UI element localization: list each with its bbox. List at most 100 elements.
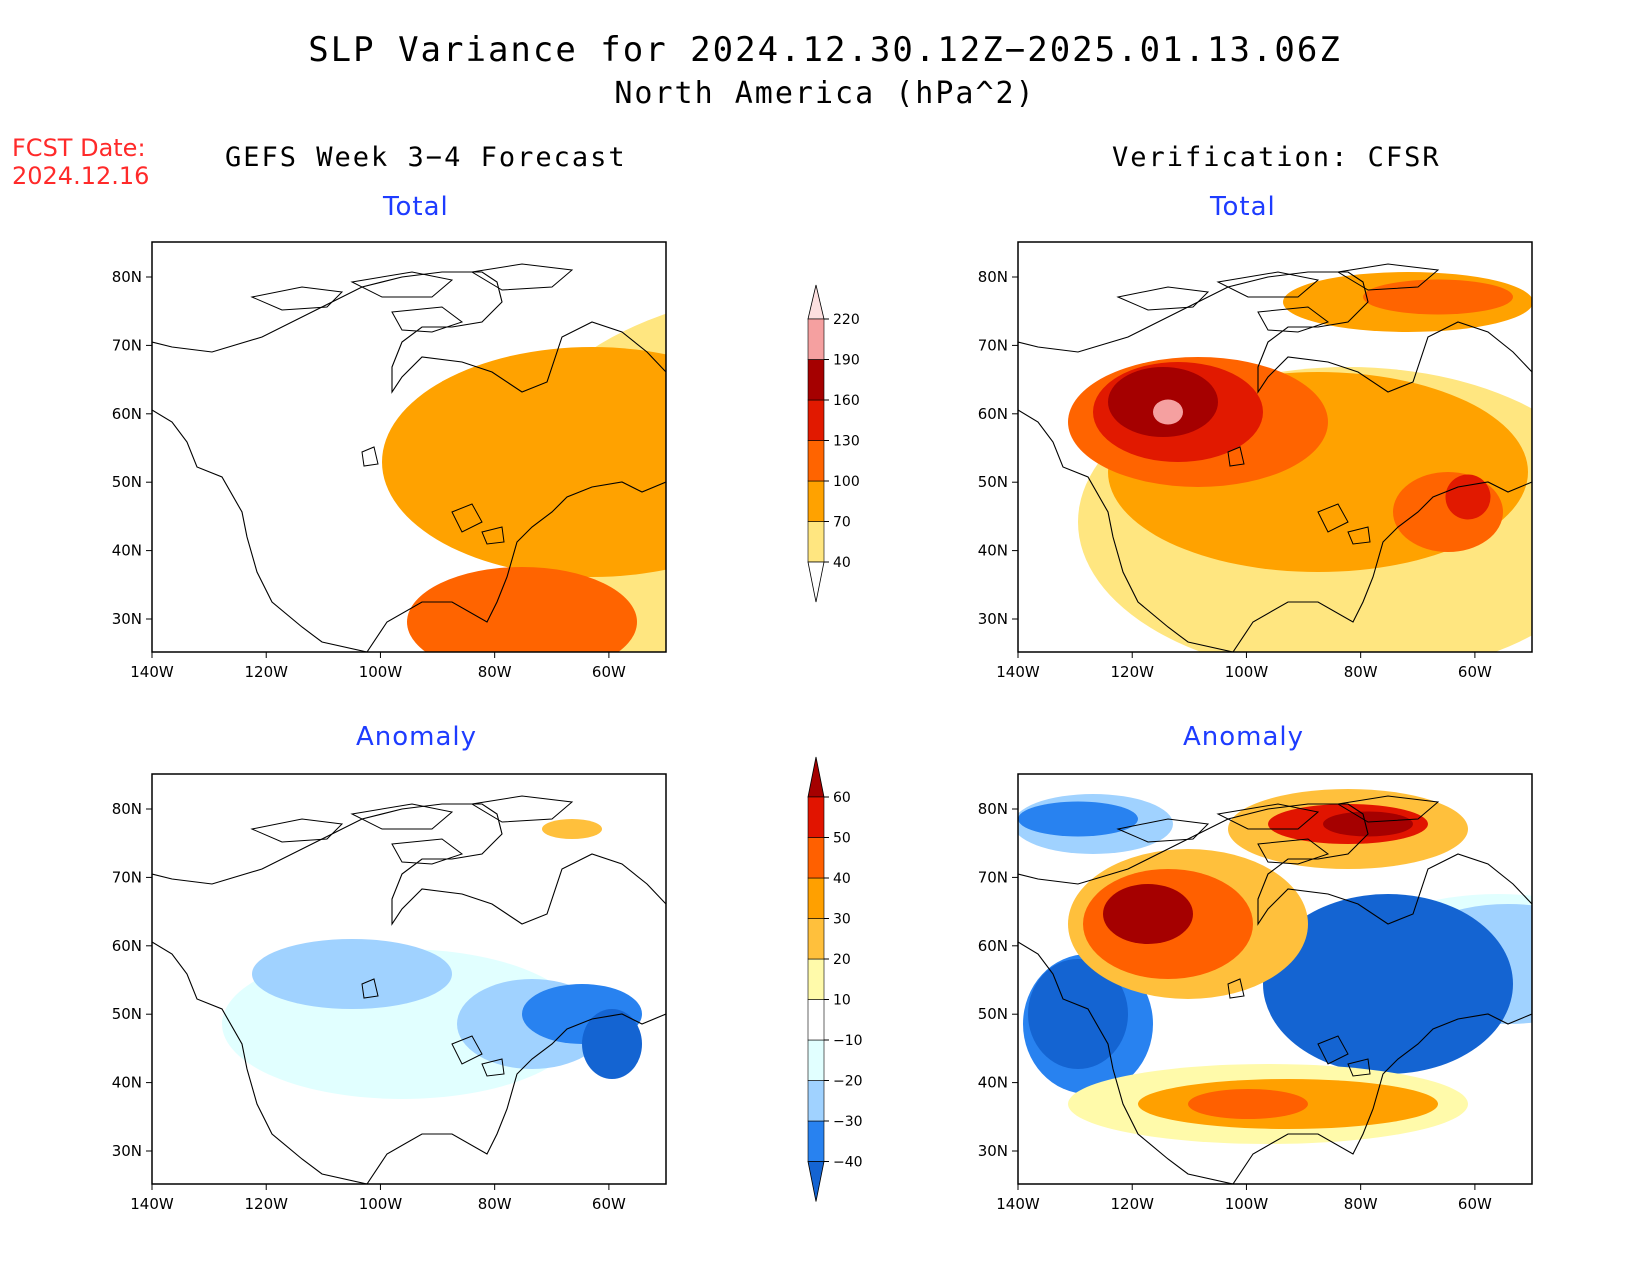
main-subtitle: North America (hPa^2) [614,76,1036,111]
colorbar-label: 70 [833,515,851,531]
coastline-island [451,1035,483,1065]
coastline-island [391,838,464,865]
coastline-island [361,978,379,999]
colorbar-segment [807,1039,825,1081]
coastline-island [470,263,574,291]
lon-tick-label: 120W [244,1195,288,1213]
coastline-island [1116,286,1210,311]
verification-total-label: Total [1210,192,1276,222]
colorbar-tip [807,284,825,320]
contour-fill [747,645,782,700]
coastline [1018,803,1532,1184]
lat-tick-label: 40N [112,542,142,560]
colorbar-segment [807,521,825,563]
lon-tick-label: 120W [1110,1195,1154,1213]
lat-tick-label: 40N [978,542,1008,560]
coastline-island [1336,263,1440,291]
fcst-date-label: FCST Date: [12,134,146,162]
lat-tick-label: 70N [112,868,142,886]
contour-fill [1363,279,1513,315]
contour-fill [1393,472,1503,552]
colorbar-label: 40 [833,871,851,887]
colorbar-label: 60 [833,790,851,806]
colorbar-label: 190 [833,353,860,369]
colorbar-label: 100 [833,474,860,490]
contour-fill [700,527,785,717]
lat-tick-label: 30N [112,1142,142,1160]
coastline-island [1227,978,1245,999]
lat-tick-label: 40N [112,1074,142,1092]
contour-fill [667,472,797,732]
lon-tick-label: 80W [478,663,512,681]
forecast-anomaly-map: 140W 120W 100W 80W 60W 80N 70N 60N 50N 40N 30N [112,773,667,1213]
lat-tick-label: 80N [978,800,1008,818]
lon-tick-label: 80W [478,1195,512,1213]
lon-tick-label: 140W [996,1195,1040,1213]
lat-tick-label: 80N [112,800,142,818]
lon-tick-label: 60W [1458,1195,1492,1213]
lon-tick-label: 120W [1110,663,1154,681]
contour-fill [582,1009,642,1079]
lat-tick-label: 30N [978,610,1008,628]
verification-total-map: 140W 120W 100W 80W 60W 80N 70N 60N 50N 40N 30N [978,241,1533,681]
coastline-island [470,795,574,823]
contour-fill [1263,894,1513,1074]
lat-tick-label: 50N [978,473,1008,491]
colorbar-label: 10 [833,993,851,1009]
colorbar-segment [807,480,825,522]
coastline-island [1227,446,1245,467]
coastline-island [361,446,379,467]
lon-tick-label: 60W [1458,663,1492,681]
colorbar-label: 30 [833,912,851,928]
lon-tick-label: 80W [1344,1195,1378,1213]
contour-fill [407,567,637,652]
lat-tick-label: 50N [112,1005,142,1023]
lat-tick-label: 40N [978,1074,1008,1092]
contour-fill [252,939,452,1009]
coastline-island [481,1058,505,1077]
colorbar-tip [807,1161,825,1202]
lon-tick-label: 100W [1225,663,1269,681]
colorbar-label: 50 [833,831,851,847]
total-colorbar: 40 70 100 130 160 190 220 [807,284,860,603]
forecast-anomaly-label: Anomaly [356,722,478,752]
coastline-island [1216,803,1320,830]
contour-fill [1153,399,1183,425]
lon-tick-label: 100W [1225,1195,1269,1213]
lat-tick-label: 60N [112,937,142,955]
map-frame [151,241,667,653]
lon-tick-label: 100W [359,1195,403,1213]
forecast-total-map: 140W 120W 100W 80W 60W 80N 70N 60N 50N 40N 30N [112,241,667,681]
coastline-island [1336,795,1440,823]
colorbar-label: −40 [833,1155,863,1171]
anomaly-colorbar: −40 −30 −20 −10 10 20 30 40 50 60 [807,756,863,1202]
lon-tick-label: 60W [592,663,626,681]
coastline-island [1347,1058,1371,1077]
lat-tick-label: 80N [978,268,1008,286]
coastline-island [391,306,464,333]
contour-fill [740,527,780,647]
coastline-island [481,526,505,545]
lon-tick-label: 60W [592,1195,626,1213]
colorbar-tip [807,756,825,798]
lat-tick-label: 60N [978,405,1008,423]
colorbar-label: −30 [833,1114,863,1130]
lat-tick-label: 30N [112,610,142,628]
lat-tick-label: 30N [978,1142,1008,1160]
lon-tick-label: 140W [996,663,1040,681]
main-title: SLP Variance for 2024.12.30.12Z−2025.01.… [308,30,1342,70]
verification-column-title: Verification: CFSR [1112,142,1441,173]
colorbar-segment [807,399,825,441]
colorbar-segment [807,796,825,838]
lat-tick-label: 80N [112,268,142,286]
colorbar-segment [807,440,825,482]
colorbar-segment [807,999,825,1041]
coastline-island [1317,503,1349,533]
lat-tick-label: 50N [978,1005,1008,1023]
verification-anomaly-label: Anomaly [1183,722,1305,752]
lon-tick-label: 140W [130,663,174,681]
coastline [152,803,666,1184]
colorbar-label: 220 [833,312,860,328]
map-frame [1017,773,1533,1185]
lat-tick-label: 60N [978,937,1008,955]
